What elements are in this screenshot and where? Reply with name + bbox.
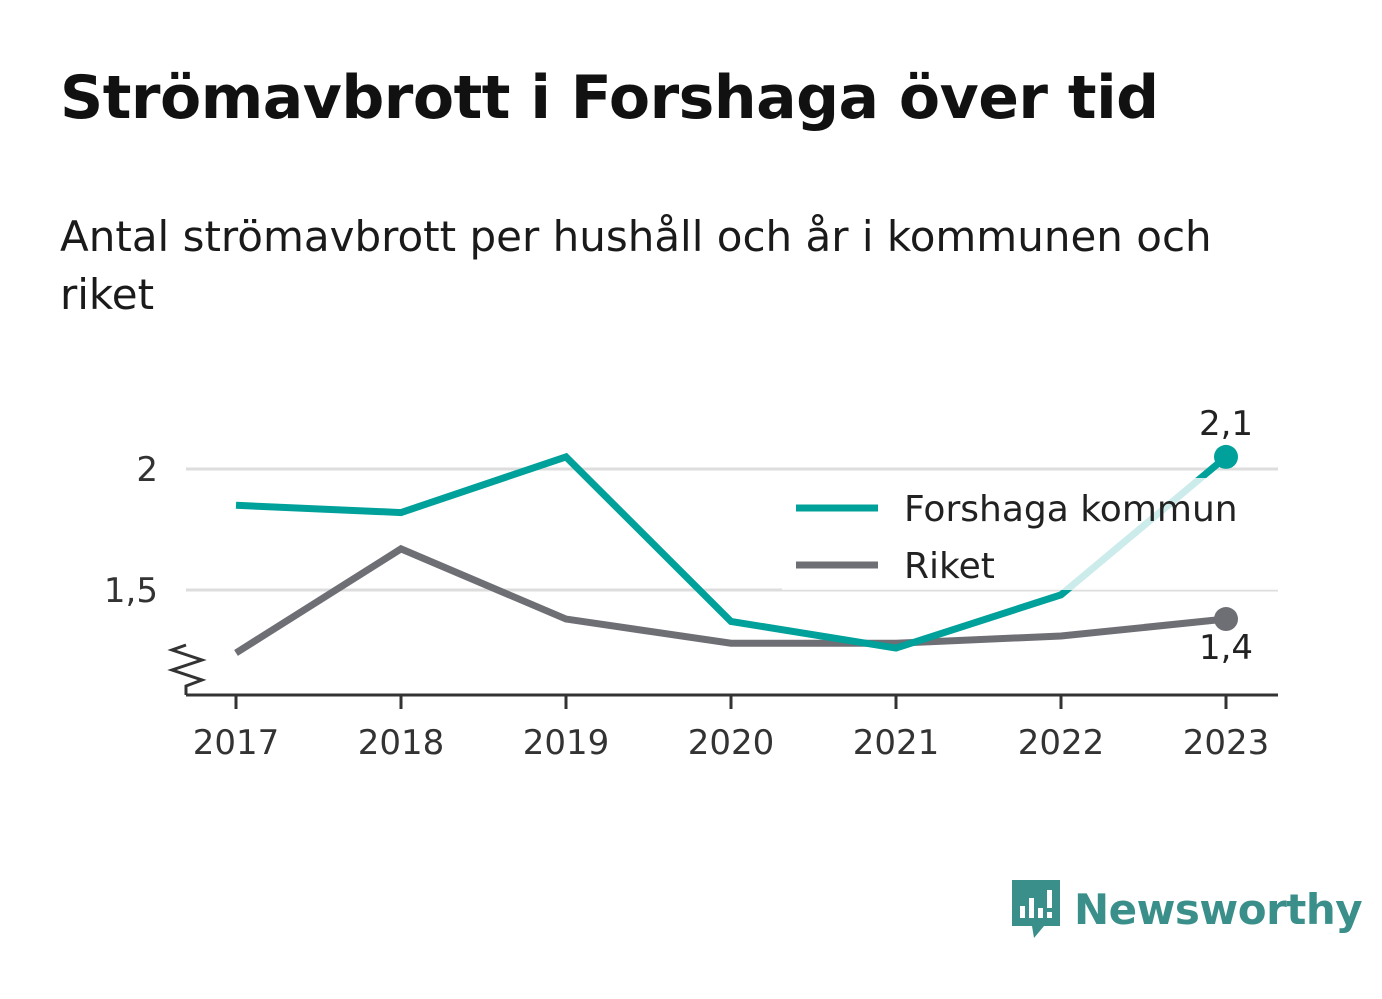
series-line-1 xyxy=(234,544,1227,656)
series-end-point-1 xyxy=(1214,607,1238,632)
legend-label: Riket xyxy=(904,546,995,587)
series-lines xyxy=(234,444,1238,656)
x-tick-label: 2022 xyxy=(1018,723,1105,763)
legend-background xyxy=(782,478,1278,590)
chart-title: Strömavbrott i Forshaga över tid xyxy=(60,63,1159,133)
y-tick-label: 2 xyxy=(136,450,158,490)
x-tick-label: 2023 xyxy=(1183,723,1270,763)
x-tick-label: 2018 xyxy=(358,723,445,763)
y-tick-label: 1,5 xyxy=(104,571,158,611)
legend-label: Forshaga kommun xyxy=(904,489,1238,530)
end-value-label: 2,1 xyxy=(1199,404,1253,444)
x-tick-label: 2021 xyxy=(853,723,940,763)
x-tick-label: 2019 xyxy=(523,723,610,763)
end-value-label: 1,4 xyxy=(1199,628,1253,668)
series-line-0 xyxy=(235,452,1229,652)
newsworthy-brand: Newsworthy xyxy=(1010,878,1363,940)
chart-subtitle: Antal strömavbrott per hushåll och år i … xyxy=(60,212,1212,319)
x-axis: 2017 2018 2019 2020 2021 2022 2023 xyxy=(167,643,1278,763)
y-axis-ticks: 1,52 xyxy=(104,450,158,611)
legend: Forshaga kommun Riket xyxy=(782,478,1278,590)
end-labels: 2,1 1,4 xyxy=(1199,404,1253,668)
brand-name: Newsworthy xyxy=(1074,884,1363,934)
x-tick-label: 2017 xyxy=(193,723,280,763)
x-tick-label: 2020 xyxy=(688,723,775,763)
bar-chart-speech-bubble-icon xyxy=(1012,880,1060,938)
series-end-point-0 xyxy=(1214,444,1238,469)
y-axis-break-mark xyxy=(167,643,207,695)
